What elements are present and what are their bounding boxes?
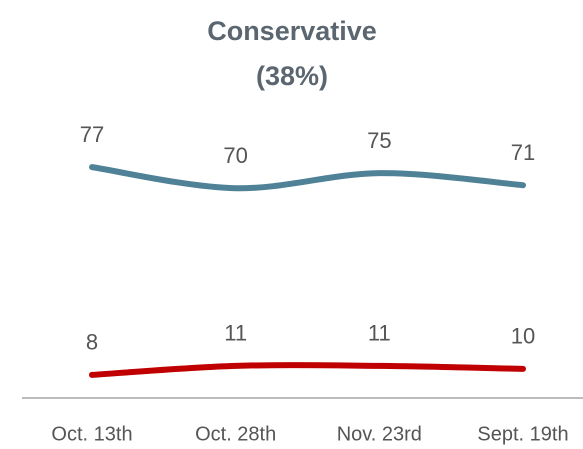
x-tick-label: Oct. 28th [195,423,276,445]
data-label: 10 [511,324,535,349]
data-label: 11 [224,321,247,346]
data-label: 75 [367,128,391,153]
x-tick-label: Oct. 13th [51,423,132,445]
x-tick-label: Sept. 19th [477,423,568,445]
series-line [89,164,526,192]
data-label: 70 [223,143,247,168]
data-label: 71 [511,140,535,165]
data-label: 11 [368,321,391,346]
chart-title: Conservative [207,16,377,46]
series-line [89,362,526,378]
data-label: 8 [86,330,98,355]
x-tick-label: Nov. 23rd [337,423,422,445]
chart-subtitle: (38%) [256,61,328,91]
data-label: 77 [80,122,104,147]
